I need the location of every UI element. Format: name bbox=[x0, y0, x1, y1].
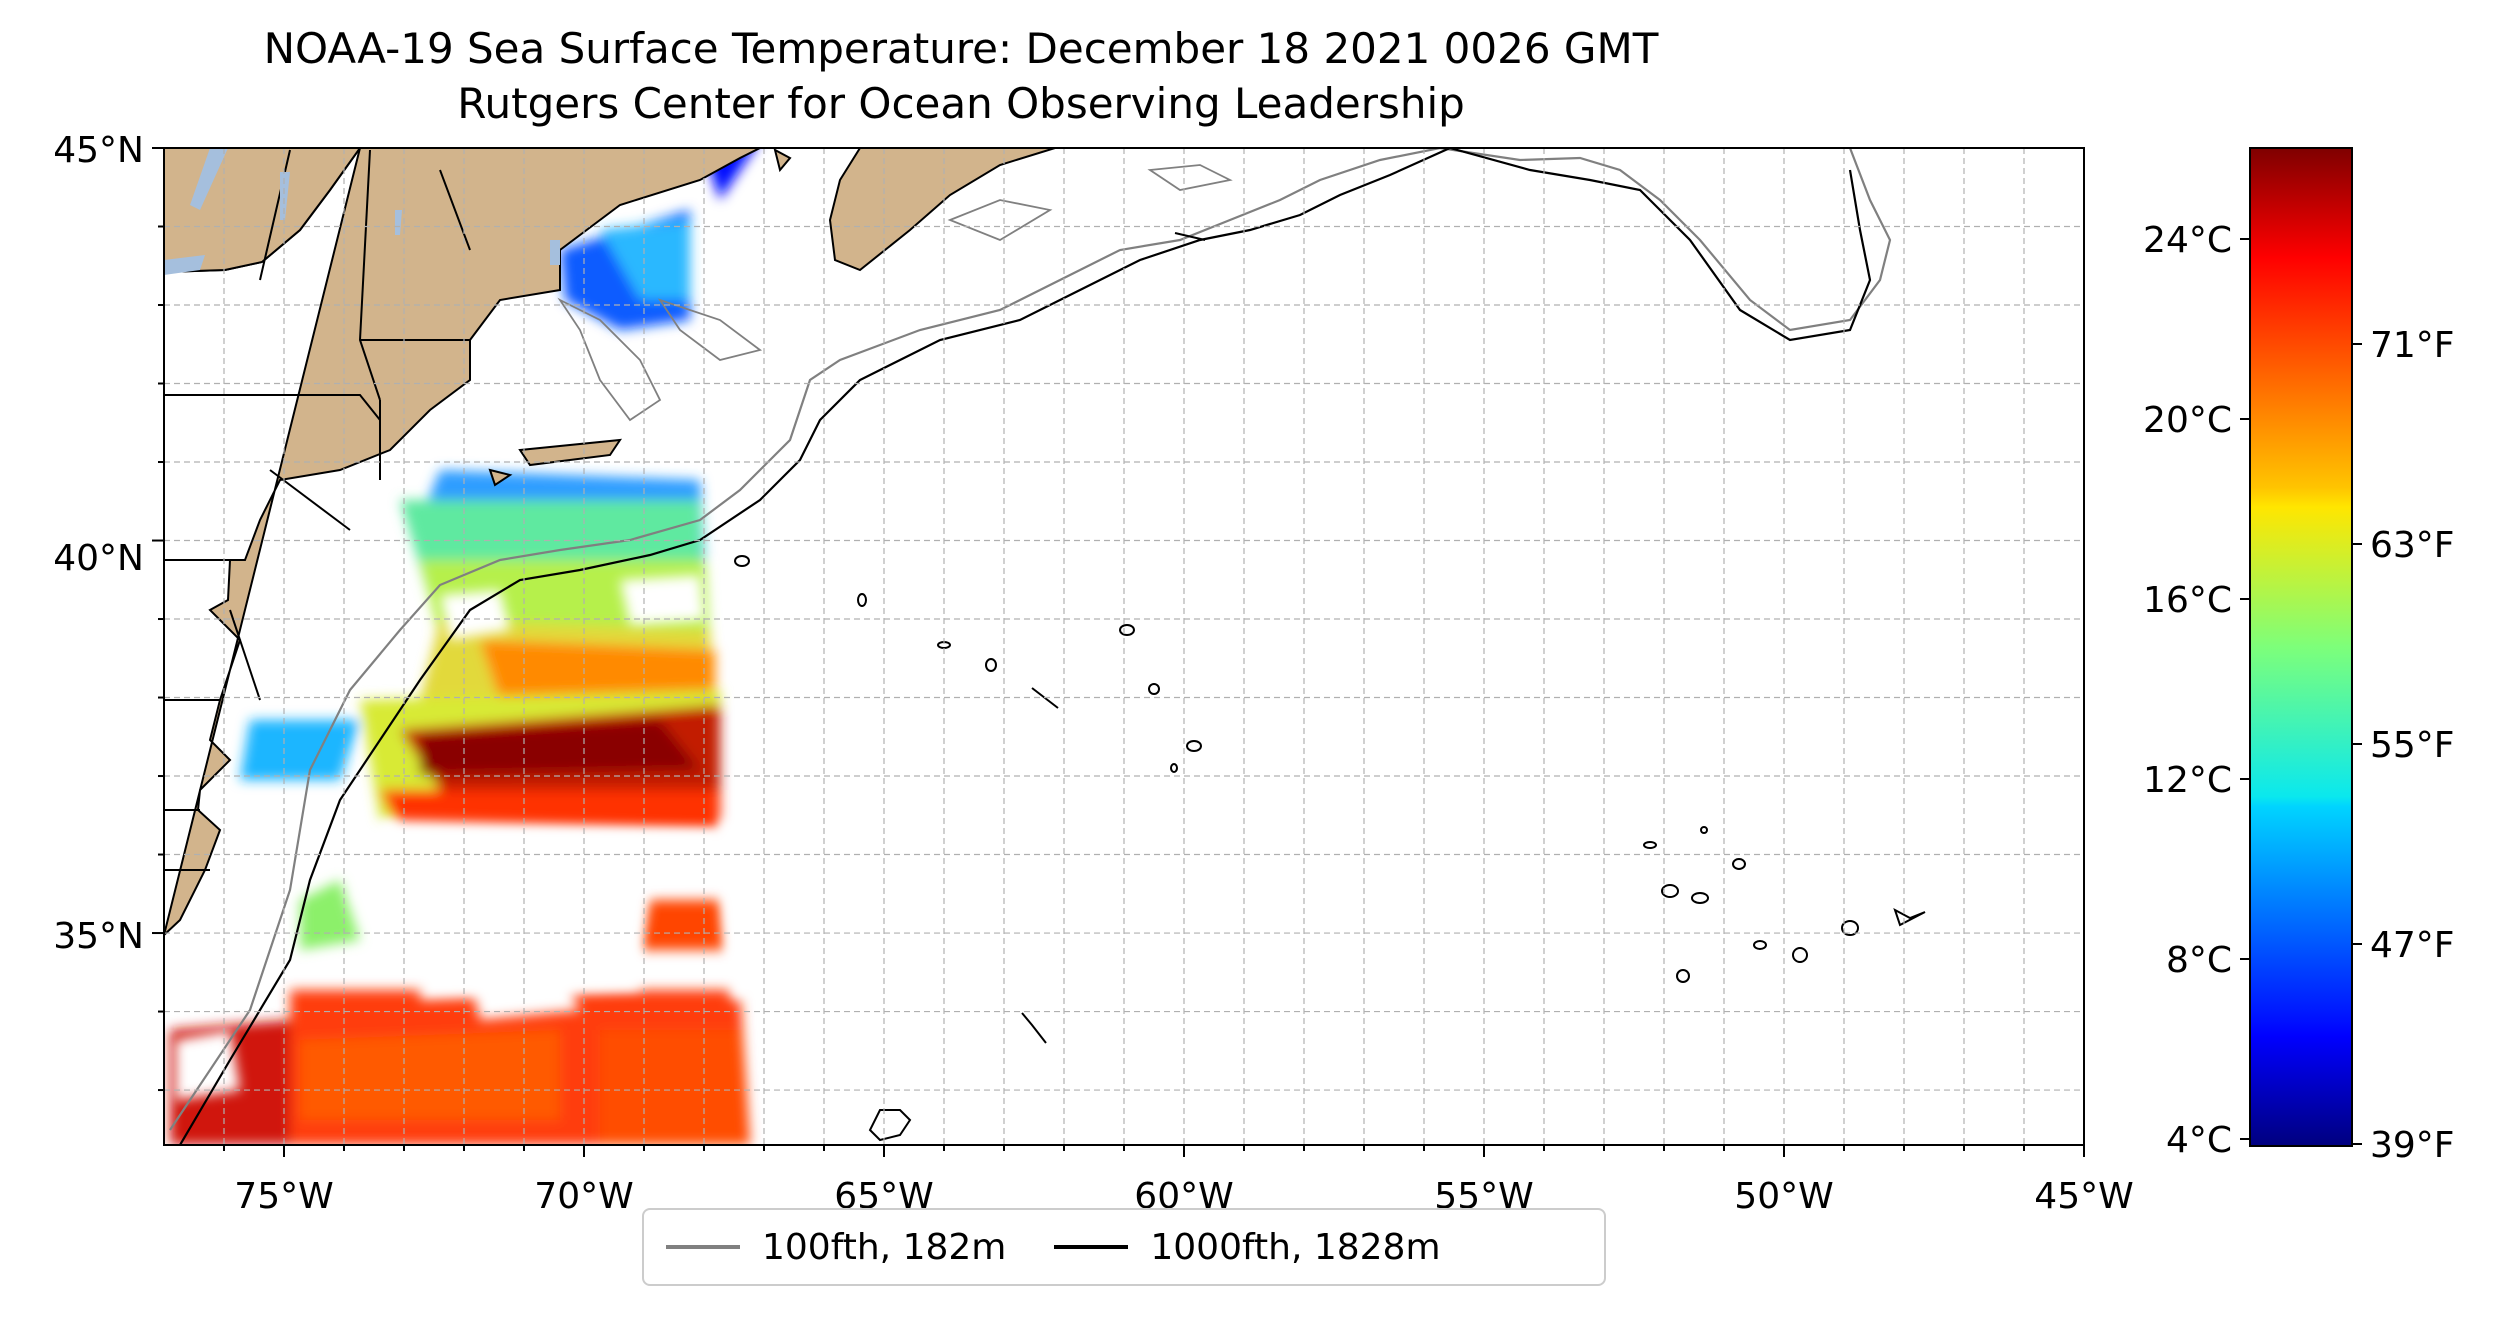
legend-label: 100fth, 182m bbox=[762, 1226, 1007, 1268]
lon-tick-label: 75°W bbox=[234, 1176, 333, 1217]
celsius-tick-label: 24°C bbox=[2143, 220, 2232, 261]
lat-tick-label: 40°N bbox=[53, 538, 144, 579]
legend-label: 1000fth, 1828m bbox=[1150, 1226, 1441, 1268]
map-subtitle: Rutgers Center for Ocean Observing Leade… bbox=[457, 79, 1465, 128]
black-line-swatch bbox=[1054, 1245, 1129, 1249]
fahrenheit-tick-label: 39°F bbox=[2370, 1125, 2455, 1166]
celsius-tick-label: 20°C bbox=[2143, 400, 2232, 441]
celsius-tick-label: 8°C bbox=[2166, 940, 2232, 981]
celsius-tick-label: 16°C bbox=[2143, 580, 2232, 621]
fahrenheit-tick-label: 47°F bbox=[2370, 925, 2455, 966]
map-title: NOAA-19 Sea Surface Temperature: Decembe… bbox=[263, 24, 1659, 73]
isobath-legend: 100fth, 182m 1000fth, 1828m bbox=[642, 1208, 1606, 1286]
legend-item-100fth: 100fth, 182m bbox=[666, 1227, 1006, 1268]
isobath-100fth bbox=[169, 148, 1892, 1131]
lon-tick-label: 45°W bbox=[2034, 1176, 2133, 1217]
lon-tick-label: 70°W bbox=[534, 1176, 633, 1217]
lat-tick-label: 35°N bbox=[53, 916, 144, 957]
lat-lon-grid bbox=[164, 148, 2084, 1145]
fahrenheit-tick-label: 63°F bbox=[2370, 525, 2455, 566]
celsius-tick-label: 4°C bbox=[2166, 1120, 2232, 1161]
legend-item-1000fth: 1000fth, 1828m bbox=[1054, 1226, 1441, 1268]
celsius-tick-label: 12°C bbox=[2143, 760, 2232, 801]
lat-tick-label: 45°N bbox=[53, 130, 144, 171]
lon-tick-label: 50°W bbox=[1734, 1176, 1833, 1217]
temperature-colorbar: 24°C 20°C 16°C 12°C 8°C 4°C 71°F 63°F 55… bbox=[2143, 147, 2455, 1166]
fahrenheit-tick-label: 71°F bbox=[2370, 325, 2455, 366]
gray-line-swatch bbox=[666, 1245, 740, 1249]
fahrenheit-tick-label: 55°F bbox=[2370, 725, 2455, 766]
map-axes bbox=[152, 147, 2085, 1157]
